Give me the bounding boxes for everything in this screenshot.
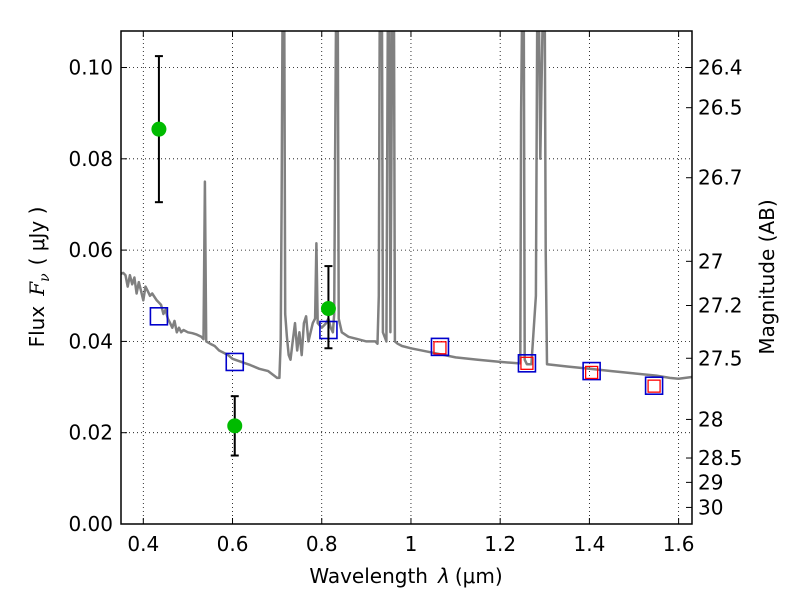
- magnitude-tick-label: 26.4: [698, 56, 743, 80]
- y-axis-label: Flux Fν ( μJy ): [25, 207, 53, 348]
- x-tick-label: 0.8: [306, 532, 338, 556]
- x-axis-ticks: 0.4 0.6 0.8 1 1.2 1.4 1.6: [127, 31, 695, 556]
- magnitude-tick-label: 27.5: [698, 346, 743, 370]
- y-axis-label-symbol: F: [25, 281, 49, 297]
- x-axis-label-text: Wavelength: [309, 564, 428, 588]
- x-axis-label-unit: (μm): [455, 564, 503, 588]
- x-tick-label: 0.6: [217, 532, 249, 556]
- model-flux-square: [149, 307, 169, 326]
- x-tick-label: 1.2: [484, 532, 516, 556]
- y-axis-label-subscript: ν: [37, 273, 53, 282]
- plot-area: [121, 31, 692, 457]
- model-flux-square: [517, 354, 537, 373]
- x-tick-label: 0.4: [127, 532, 159, 556]
- magnitude-tick-label: 26.7: [698, 166, 743, 190]
- x-axis-label-symbol: λ: [437, 564, 450, 588]
- observed-flux-point: [151, 121, 167, 137]
- magnitude-tick-label: 28: [698, 407, 723, 431]
- magnitude-tick-label: 27: [698, 249, 723, 273]
- magnitude-tick-label: 27.2: [698, 294, 743, 318]
- x-tick-label: 1: [405, 532, 418, 556]
- y-tick-label: 0.00: [68, 512, 113, 536]
- y-tick-label: 0.06: [68, 238, 113, 262]
- magnitude-tick-label: 28.5: [698, 446, 743, 470]
- axes-frame: [120, 30, 693, 525]
- observed-flux-point: [320, 301, 336, 317]
- measured-flux-square: [584, 365, 599, 380]
- y-tick-label: 0.04: [68, 329, 113, 353]
- measured-flux-square: [433, 341, 447, 355]
- observed-flux-point: [227, 418, 243, 434]
- measured-flux-square: [520, 356, 534, 370]
- model-flux-square: [430, 337, 450, 357]
- y-axis-ticks: 0.00 0.02 0.04 0.06 0.08 0.10: [68, 56, 127, 536]
- model-flux-square: [582, 361, 601, 381]
- magnitude-tick-label: 30: [698, 495, 723, 519]
- measured-flux-square: [647, 379, 661, 393]
- x-axis-label: Wavelength λ (μm): [309, 564, 502, 588]
- magnitude-axis-label: Magnitude (AB): [755, 199, 779, 354]
- y-axis-label-unit: ( μJy ): [25, 207, 49, 266]
- x-tick-label: 1.4: [573, 532, 605, 556]
- x-tick-label: 1.6: [663, 532, 695, 556]
- magnitude-tick-label: 29: [698, 470, 723, 494]
- magnitude-tick-label: 26.5: [698, 96, 743, 120]
- y-axis-label-text: Flux: [25, 306, 49, 348]
- y-tick-label: 0.10: [68, 56, 113, 80]
- model-flux-square: [225, 352, 245, 372]
- y-tick-label: 0.08: [68, 147, 113, 171]
- y-tick-label: 0.02: [68, 421, 113, 445]
- model-spectrum-line: [121, 31, 692, 381]
- model-flux-square: [644, 376, 664, 395]
